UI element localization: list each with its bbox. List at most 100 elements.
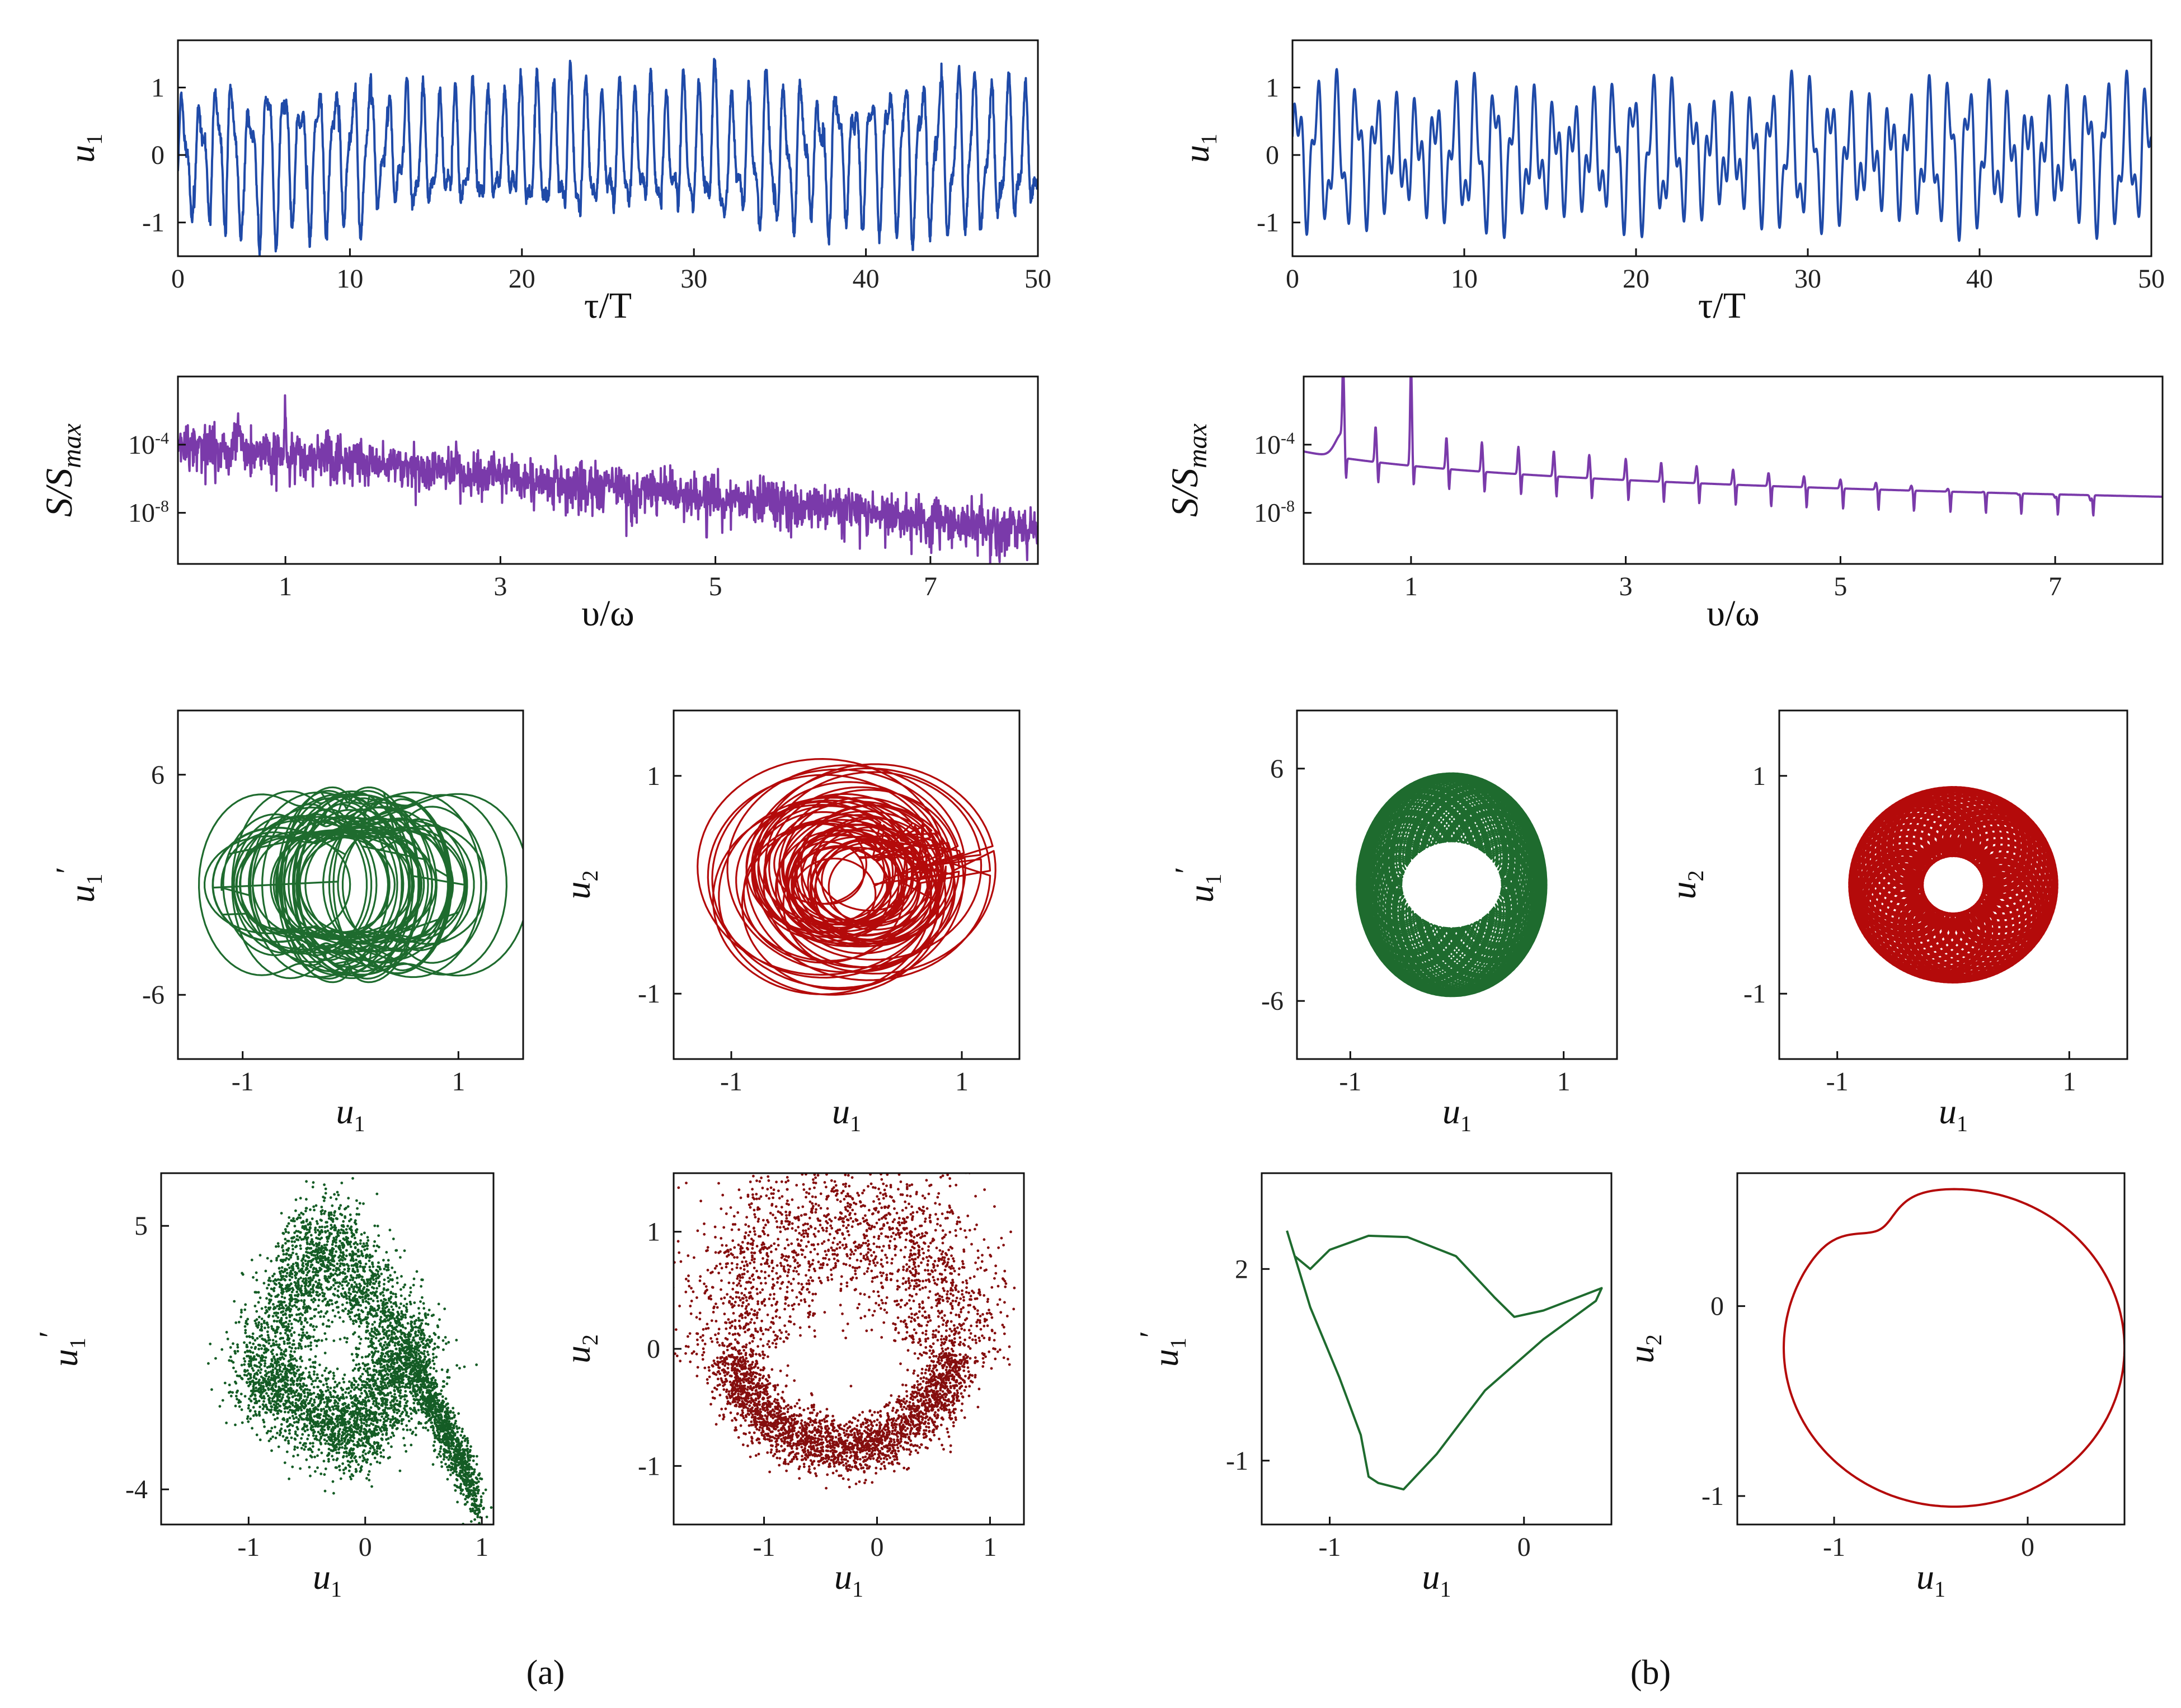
- a-poincare-u1-point: [370, 1337, 373, 1340]
- a-spectrum-ylabel-s: S/S: [37, 468, 80, 517]
- a-poincare-u1-point: [404, 1390, 407, 1393]
- a-poincare-u1-point: [245, 1345, 248, 1348]
- a-time-x40-tick-label: 40: [853, 264, 880, 294]
- a-poincare-u1-point: [336, 1367, 339, 1371]
- a-poincare-u1-point: [326, 1225, 329, 1228]
- a-poincare-u1-point: [389, 1291, 393, 1294]
- a-poincare-u1-point: [383, 1381, 386, 1385]
- a-poincare-u1-point: [287, 1323, 290, 1326]
- a-poincare-u1-point: [490, 1506, 493, 1509]
- a-poincare-u1-point: [285, 1436, 288, 1439]
- a-poincare-u1-point: [377, 1339, 380, 1343]
- a-poincare-u1-point: [350, 1228, 352, 1231]
- a-poincare-u1-point: [417, 1316, 420, 1320]
- a-poincare-u1-point: [361, 1276, 364, 1278]
- a-poincare-u1-point: [329, 1386, 332, 1390]
- a-poincare-u1-point: [303, 1448, 306, 1451]
- a-poincare-u1-point: [285, 1272, 289, 1275]
- a-poincare-u1-point: [420, 1340, 424, 1343]
- a-poincare-u1-point: [373, 1240, 376, 1243]
- a-poincare-u1-point: [402, 1286, 405, 1289]
- a-phase-u1-frame: [177, 709, 524, 1060]
- a-poincare-u1-point: [356, 1384, 360, 1386]
- a-spectrum-y-m8-exp: -8: [155, 497, 169, 516]
- a-poincare-u1-point: [321, 1230, 324, 1234]
- a-poincare-u1-point: [271, 1397, 274, 1400]
- a-poincare-u1-point: [312, 1285, 314, 1288]
- a-phase-u2-ylabel: u2: [558, 871, 603, 900]
- a-poincare-u1-point: [278, 1307, 281, 1310]
- a-poincare-u1-point: [355, 1258, 358, 1262]
- a-poincare-u1-point: [341, 1246, 345, 1249]
- a-poincare-u1-point: [415, 1372, 418, 1376]
- a-poincare-u1-point: [371, 1375, 374, 1378]
- a-poincare-u1-point: [244, 1303, 247, 1306]
- a-poincare-u1-point: [311, 1217, 314, 1220]
- a-poincare-u1-point: [323, 1210, 327, 1213]
- a-poincare-u1-point: [348, 1287, 351, 1290]
- a-poincare-u1-point: [309, 1307, 312, 1310]
- a-poincare-u1-point: [364, 1396, 367, 1400]
- a-poincare-u1-point: [397, 1321, 401, 1324]
- a-poincare-u1-point: [472, 1480, 476, 1484]
- a-poincare-u1-point: [389, 1420, 392, 1424]
- a-poincare-u1-point: [333, 1287, 337, 1291]
- a-poincare-u1-point: [409, 1286, 412, 1290]
- a-poincare-u1-point: [286, 1283, 289, 1287]
- a-poincare-u1-point: [480, 1498, 483, 1502]
- a-poincare-u1-point: [298, 1213, 301, 1217]
- a-poincare-u1-point: [332, 1374, 336, 1377]
- a-poincare-u1-point: [326, 1277, 329, 1281]
- a-poincare-u1-point: [358, 1202, 361, 1205]
- a-poincare-u1-point: [337, 1448, 340, 1451]
- a-poincare-u1-point: [454, 1465, 458, 1468]
- a-poincare-u1-point: [267, 1342, 271, 1345]
- a-poincare-u1-point: [272, 1403, 276, 1406]
- a-poincare-u1-point: [386, 1386, 389, 1390]
- a-poincare-u1-point: [299, 1366, 302, 1368]
- a-poincare-u1-point: [350, 1428, 354, 1432]
- a-poincare-u1-point: [279, 1373, 283, 1376]
- a-poincare-u1-point: [273, 1408, 276, 1411]
- b-spectrum-y-m4-base: 10: [1254, 430, 1281, 460]
- a-poincare-u1-point: [386, 1288, 389, 1291]
- a-poincare-u1-point: [419, 1403, 422, 1406]
- a-poincare-u1-point: [266, 1257, 269, 1260]
- a-poincare-u1-point: [364, 1306, 368, 1310]
- a-poincare-u1-point: [281, 1435, 285, 1438]
- a-poincare-u1-point: [345, 1455, 348, 1458]
- a-poincare-u1-point: [405, 1450, 408, 1453]
- a-poincare-u1-point: [263, 1348, 266, 1351]
- a-poincare-u1-point: [421, 1391, 425, 1394]
- a-poincare-u1-point: [264, 1269, 267, 1273]
- a-spectrum-series: [178, 394, 1038, 564]
- a-poincare-u1-point: [298, 1307, 301, 1311]
- a-poincare-u1-point: [281, 1249, 285, 1252]
- a-poincare-u1-point: [313, 1315, 316, 1318]
- a-poincare-u1-point: [314, 1470, 317, 1473]
- b-time-x30-tick-label: 30: [1794, 264, 1821, 294]
- a-poincare-u1-point: [310, 1397, 313, 1400]
- a-poincare-u1-point: [422, 1342, 425, 1345]
- a-poincare-u1-point: [370, 1330, 373, 1333]
- a-poincare-u1-point: [345, 1295, 348, 1297]
- a-poincare-u1-point: [292, 1455, 295, 1458]
- a-poincare-u1-point: [430, 1421, 433, 1424]
- a-poincare-u1-point: [415, 1270, 419, 1273]
- a-poincare-u1-point: [246, 1417, 249, 1420]
- a-poincare-u1-point: [236, 1398, 238, 1401]
- a-poincare-u1-point: [309, 1474, 312, 1478]
- a-poincare-u1-point: [334, 1272, 337, 1276]
- a-poincare-u1-point: [361, 1460, 364, 1462]
- a-poincare-u1-point: [361, 1372, 364, 1376]
- a-poincare-u1-point: [363, 1286, 366, 1289]
- a-poincare-u1-point: [305, 1207, 308, 1210]
- a-poincare-u1-point: [281, 1393, 285, 1396]
- b-time-x40-tick-label: 40: [1966, 264, 1993, 294]
- a-poincare-u1-point: [458, 1446, 462, 1449]
- a-poincare-u1-point: [364, 1452, 367, 1456]
- a-poincare-u1-point: [298, 1382, 301, 1386]
- a-poincare-u1-point: [258, 1361, 261, 1364]
- a-poincare-u1-point: [308, 1466, 311, 1469]
- a-poincare-u1-point: [258, 1438, 262, 1442]
